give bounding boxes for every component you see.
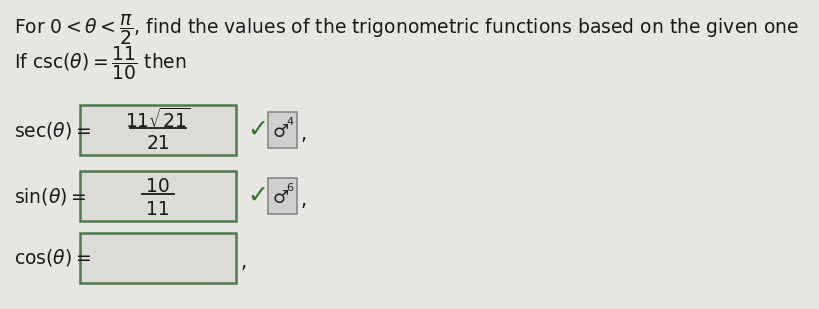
Text: ✓: ✓ xyxy=(247,184,268,208)
Text: $\mathrm{cos}(\theta) =$: $\mathrm{cos}(\theta) =$ xyxy=(15,248,92,269)
Text: ✓: ✓ xyxy=(247,118,268,142)
Text: ♂: ♂ xyxy=(273,189,288,207)
Text: $\mathrm{sec}(\theta) =$: $\mathrm{sec}(\theta) =$ xyxy=(15,120,92,141)
Text: $\mathrm{sin}(\theta) =$: $\mathrm{sin}(\theta) =$ xyxy=(15,185,87,206)
FancyBboxPatch shape xyxy=(268,178,296,214)
Text: 11: 11 xyxy=(146,200,170,218)
Text: 21: 21 xyxy=(146,133,170,153)
Text: ,: , xyxy=(240,252,246,272)
Text: 6: 6 xyxy=(286,183,293,193)
Text: $11\sqrt{21}$: $11\sqrt{21}$ xyxy=(125,108,191,132)
Text: If $\mathrm{csc}(\theta) = \dfrac{11}{10}$ then: If $\mathrm{csc}(\theta) = \dfrac{11}{10… xyxy=(15,44,187,82)
Text: 10: 10 xyxy=(146,176,170,196)
FancyBboxPatch shape xyxy=(268,112,296,148)
Text: 4: 4 xyxy=(286,117,293,127)
Text: For $0 < \theta < \dfrac{\pi}{2}$, find the values of the trigonometric function: For $0 < \theta < \dfrac{\pi}{2}$, find … xyxy=(15,13,799,47)
Text: ♂: ♂ xyxy=(273,123,288,141)
Text: ,: , xyxy=(301,191,306,210)
Text: ,: , xyxy=(301,125,306,143)
FancyBboxPatch shape xyxy=(80,233,236,283)
FancyBboxPatch shape xyxy=(80,105,236,155)
FancyBboxPatch shape xyxy=(80,171,236,221)
